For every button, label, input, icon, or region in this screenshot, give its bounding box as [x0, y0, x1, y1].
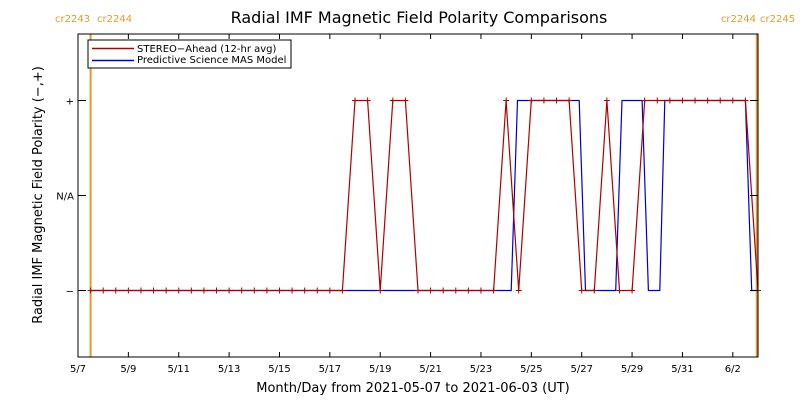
x-tick-label: 5/9: [120, 364, 136, 375]
x-tick-label: 5/27: [570, 364, 592, 375]
carrington-label-left: cr2244: [721, 14, 756, 25]
x-tick-label: 5/25: [520, 364, 542, 375]
legend: STEREO−Ahead (12-hr avg) Predictive Scie…: [88, 40, 291, 68]
x-tick-label: 5/21: [419, 364, 441, 375]
x-tick-label: 5/17: [319, 364, 341, 375]
x-tick-label: 5/29: [621, 364, 643, 375]
y-tick-label: +: [66, 97, 74, 108]
x-tick-label: 5/7: [70, 364, 86, 375]
y-tick-label: −: [66, 287, 74, 298]
x-tick-label: 5/13: [218, 364, 240, 375]
x-tick-label: 6/2: [725, 364, 741, 375]
x-tick-label: 5/11: [168, 364, 190, 375]
carrington-label-right: cr2245: [760, 14, 795, 25]
chart-title: Radial IMF Magnetic Field Polarity Compa…: [231, 8, 608, 27]
carrington-label-left: cr2243: [55, 14, 90, 25]
legend-label-model: Predictive Science MAS Model: [137, 55, 286, 66]
x-tick-label: 5/19: [369, 364, 391, 375]
x-tick-label: 5/31: [671, 364, 693, 375]
carrington-label-right: cr2244: [97, 14, 132, 25]
x-tick-label: 5/15: [268, 364, 290, 375]
y-axis-label: Radial IMF Magnetic Field Polarity (−,+): [31, 66, 46, 324]
polarity-chart: Radial IMF Magnetic Field Polarity Compa…: [0, 0, 800, 400]
legend-label-stereo: STEREO−Ahead (12-hr avg): [137, 44, 277, 55]
x-tick-label: 5/23: [470, 364, 492, 375]
y-tick-label: N/A: [56, 192, 74, 203]
x-axis-label: Month/Day from 2021-05-07 to 2021-06-03 …: [256, 381, 569, 396]
